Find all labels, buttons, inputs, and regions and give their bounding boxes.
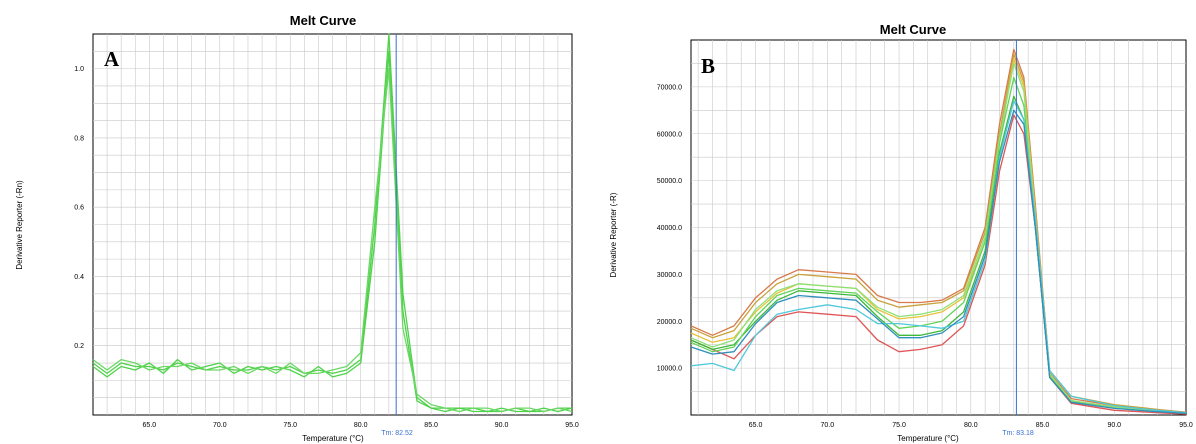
y-tick-label: 60000.0 (657, 131, 682, 138)
y-axis-label: Derivative Reporter (-Rn) (15, 180, 24, 270)
y-tick-label: 50000.0 (657, 178, 682, 185)
series-line (92, 33, 572, 413)
series-line (690, 48, 1187, 414)
x-tick-label: 95.0 (565, 422, 579, 429)
series-group (690, 48, 1187, 415)
series-line (690, 62, 1187, 414)
chart-title: Melt Curve (880, 22, 946, 37)
x-tick-label: 70.0 (820, 422, 834, 429)
y-tick-label: 0.8 (74, 135, 84, 142)
x-tick-label: 85.0 (424, 422, 438, 429)
x-tick-label: 90.0 (1107, 422, 1121, 429)
x-tick-labels: 65.0 70.0 75.0 80.0 85.0 90.0 95.0 (143, 422, 579, 429)
chart-title: Melt Curve (290, 13, 356, 28)
y-tick-label: 0.4 (74, 274, 84, 281)
x-tick-label: 80.0 (354, 422, 368, 429)
y-tick-label: 10000.0 (657, 366, 682, 373)
x-tick-label: 65.0 (749, 422, 763, 429)
tm-label: Tm: 83.18 (1002, 430, 1034, 437)
y-tick-label: 0.2 (74, 343, 84, 350)
x-tick-labels: 65.0 70.0 75.0 80.0 85.0 90.0 95.0 (749, 422, 1193, 429)
y-tick-label: 1.0 (74, 66, 84, 73)
x-tick-label: 75.0 (283, 422, 297, 429)
x-tick-label: 95.0 (1179, 422, 1193, 429)
y-tick-label: 70000.0 (657, 84, 682, 91)
x-tick-label: 90.0 (495, 422, 509, 429)
x-axis-label: Temperature (°C) (302, 434, 364, 443)
gridlines (93, 34, 572, 415)
y-tick-label: 40000.0 (657, 225, 682, 232)
series-line (92, 50, 573, 413)
tm-label: Tm: 82.52 (381, 430, 413, 437)
panel-label: A (104, 47, 120, 71)
series-line (92, 67, 573, 413)
y-tick-label: 0.6 (74, 205, 84, 212)
y-tick-labels: 10000.0 20000.0 30000.0 40000.0 50000.0 60000… (657, 84, 682, 372)
y-tick-labels: 0.2 0.4 0.6 0.8 1.0 (74, 66, 84, 350)
x-tick-label: 70.0 (213, 422, 227, 429)
x-tick-label: 80.0 (964, 422, 978, 429)
series-group (92, 33, 573, 413)
series-line (690, 109, 1187, 415)
panel-label: B (701, 54, 715, 78)
series-line (690, 100, 1187, 414)
x-tick-label: 75.0 (892, 422, 906, 429)
gridlines (691, 40, 1186, 415)
x-tick-label: 85.0 (1036, 422, 1050, 429)
y-axis-label: Derivative Reporter (-R) (609, 192, 618, 277)
x-axis-label: Temperature (°C) (897, 434, 959, 443)
x-tick-label: 65.0 (143, 422, 157, 429)
chart-panel-b: Melt Curve B 65.0 70.0 75.0 80.0 85.0 90.0 95.… (609, 22, 1193, 443)
y-tick-label: 30000.0 (657, 272, 682, 279)
chart-panel-a: Melt Curve A 65.0 70.0 75.0 80.0 85.0 90.0 95.… (15, 13, 579, 443)
series-line (690, 58, 1187, 414)
y-tick-label: 20000.0 (657, 319, 682, 326)
